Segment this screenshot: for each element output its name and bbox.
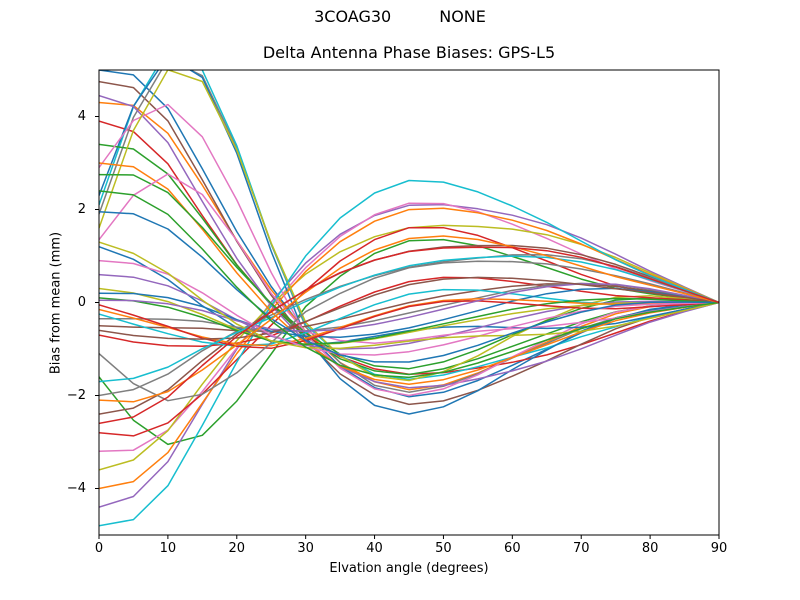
bias-line (99, 276, 719, 347)
bias-line (99, 259, 719, 356)
bias-line (99, 94, 719, 389)
x-tick-label: 40 (366, 541, 383, 556)
chart-title: Delta Antenna Phase Biases: GPS-L5 (262, 43, 556, 62)
y-tick-label: 0 (77, 294, 86, 310)
mode-label: NONE (439, 7, 486, 26)
bias-line (99, 120, 719, 375)
y-tick-label: −4 (66, 480, 86, 496)
x-tick-label: 30 (297, 541, 314, 556)
bias-line (99, 207, 719, 490)
bias-line (99, 235, 719, 403)
bias-line (99, 224, 719, 471)
bias-line (99, 70, 719, 398)
bias-line (99, 70, 719, 415)
y-tick-label: 4 (77, 108, 86, 124)
x-axis-label: Elvation angle (degrees) (329, 561, 489, 576)
bias-line (99, 300, 719, 350)
bias-line (99, 283, 719, 333)
x-tick-label: 0 (94, 541, 104, 556)
bias-line (99, 246, 719, 425)
bias-line (99, 260, 719, 402)
suptitle-row: 3COAG30 NONE (0, 8, 800, 26)
run-label: 3COAG30 (314, 7, 392, 26)
tick-marks (95, 116, 720, 539)
bias-line (99, 190, 719, 379)
x-tick-label: 50 (435, 541, 452, 556)
bias-line (99, 276, 719, 340)
bias-line (99, 203, 719, 508)
x-tick-label: 60 (504, 541, 521, 556)
bias-line (99, 211, 719, 363)
bias-line (99, 70, 719, 393)
bias-line (99, 241, 719, 350)
bias-line (99, 282, 719, 332)
bias-lines-group (99, 70, 719, 527)
x-tick-label: 80 (641, 541, 659, 556)
x-tick-label: 70 (572, 541, 590, 556)
bias-line (99, 80, 719, 406)
bias-line (99, 103, 719, 397)
y-tick-label: 2 (77, 201, 86, 217)
x-tick-label: 20 (228, 541, 246, 556)
bias-line (99, 162, 719, 385)
bias-line (99, 173, 719, 370)
x-tick-label: 90 (710, 541, 728, 556)
plot-border (98, 69, 720, 536)
bias-line (99, 179, 719, 527)
bias-line (99, 70, 719, 382)
bias-line (99, 255, 719, 383)
bias-line (99, 297, 719, 345)
bias-line (99, 287, 719, 346)
y-tick-label: −2 (66, 387, 86, 403)
x-tick-label: 10 (159, 541, 177, 556)
bias-line (99, 202, 719, 453)
bias-line (99, 101, 719, 391)
